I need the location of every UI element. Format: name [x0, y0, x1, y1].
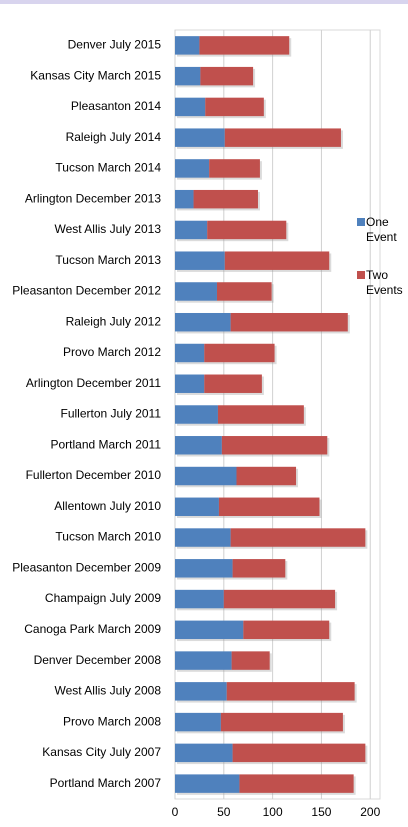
y-tick-label: Portland March 2007: [50, 776, 162, 790]
bar-segment: [175, 405, 218, 424]
x-tick-label: 200: [360, 805, 380, 819]
bar-segment: [231, 651, 270, 670]
bar-segment: [175, 466, 237, 486]
y-tick-label: Arlington December 2011: [26, 376, 162, 390]
bar-segment: [175, 589, 224, 609]
y-tick-label: Tucson March 2010: [55, 530, 161, 544]
bar-segment: [221, 436, 328, 455]
y-tick-label: Provo March 2008: [63, 714, 161, 728]
bar-segment: [175, 682, 227, 701]
legend-label: One Event: [366, 215, 397, 244]
y-tick-label: Kansas City March 2015: [30, 68, 161, 82]
bar-segment: [200, 66, 254, 86]
bar-segment: [175, 312, 231, 332]
y-tick-label: Pleasanton 2014: [71, 99, 161, 113]
x-tick-label: 0: [172, 805, 179, 819]
y-tick-label: Tucson March 2013: [55, 253, 161, 267]
y-tick-label: Denver July 2015: [68, 38, 162, 52]
bar-segment: [175, 343, 205, 363]
bar-segment: [224, 251, 330, 270]
y-tick-label: Portland March 2011: [50, 437, 161, 451]
bar-segment: [218, 497, 320, 517]
bar-segment: [175, 651, 232, 670]
bar-segment: [175, 743, 233, 763]
bar-segment: [175, 189, 194, 209]
bar-segment: [175, 436, 222, 455]
legend-label: Two Events: [366, 268, 403, 297]
bar-segment: [236, 466, 297, 486]
bar-segment: [175, 159, 210, 178]
bar-segment: [175, 620, 244, 640]
y-tick-label: Raleigh July 2012: [66, 314, 162, 328]
y-tick-label: Raleigh July 2014: [66, 130, 162, 144]
bar-segment: [175, 282, 217, 301]
bar-segment: [175, 774, 240, 793]
x-tick-label: 100: [263, 805, 283, 819]
bar-segment: [216, 282, 272, 301]
y-tick-label: Arlington December 2013: [25, 191, 161, 205]
y-tick-label: West Allis July 2013: [55, 222, 162, 236]
y-tick-label: Tucson March 2014: [55, 161, 161, 175]
bar-segment: [239, 774, 354, 793]
bar-segment: [175, 528, 231, 547]
bar-segment: [204, 343, 275, 363]
bar-segment: [243, 620, 330, 640]
bar-segment: [205, 97, 264, 117]
bar-segment: [175, 36, 200, 55]
legend-swatch: [357, 271, 365, 279]
bar-segment: [175, 97, 206, 117]
bar-segment: [175, 128, 225, 147]
y-tick-label: West Allis July 2008: [55, 684, 162, 698]
y-tick-label: Canoga Park March 2009: [24, 622, 161, 636]
legend-swatch: [357, 218, 365, 226]
x-tick-label: 150: [311, 805, 331, 819]
bar-segment: [232, 559, 286, 578]
y-tick-label: Allentown July 2010: [54, 499, 161, 513]
bar-segment: [224, 128, 341, 147]
y-tick-label: Pleasanton December 2012: [12, 284, 161, 298]
bar-segment: [175, 497, 219, 517]
bar-segment: [223, 589, 336, 609]
bar-segment: [175, 220, 208, 240]
bar-segment: [209, 159, 260, 178]
bar-segment: [175, 251, 225, 270]
bar-segment: [207, 220, 287, 240]
bar-segment: [204, 374, 262, 393]
bar-segment: [175, 712, 221, 732]
bar-segment: [220, 712, 343, 732]
y-tick-label: Pleasanton December 2009: [12, 560, 161, 574]
bar-segment: [193, 189, 258, 209]
y-tick-label: Fullerton December 2010: [26, 468, 162, 482]
bar-segment: [226, 682, 355, 701]
bar-segment: [199, 36, 290, 55]
y-tick-label: Provo March 2012: [63, 345, 161, 359]
bar-segment: [230, 312, 348, 332]
x-tick-label: 50: [217, 805, 231, 819]
bar-segment: [175, 374, 205, 393]
bar-segment: [232, 743, 366, 763]
y-tick-label: Kansas City July 2007: [42, 745, 161, 759]
y-tick-label: Fullerton July 2011: [61, 407, 162, 421]
bar-segment: [175, 66, 201, 86]
y-tick-label: Champaign July 2009: [45, 591, 161, 605]
top-band: [0, 0, 408, 4]
y-tick-label: Denver December 2008: [34, 653, 162, 667]
bar-segment: [217, 405, 304, 424]
bar-segment: [230, 528, 366, 547]
bar-segment: [175, 559, 233, 578]
